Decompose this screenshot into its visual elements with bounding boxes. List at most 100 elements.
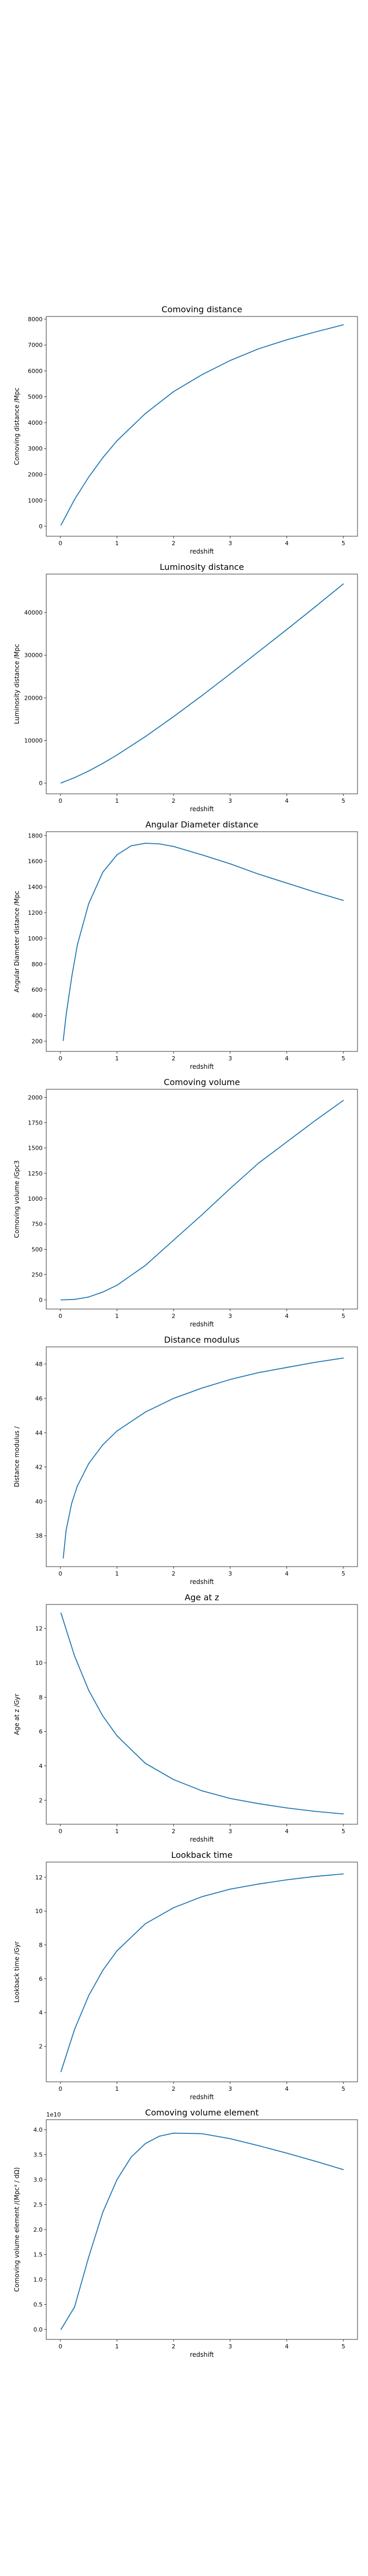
data-point <box>74 1655 75 1657</box>
data-point <box>343 900 344 901</box>
y-tick-label: 3.5 <box>34 2152 43 2159</box>
x-axis-label: redshift <box>190 805 214 813</box>
x-tick-label: 3 <box>228 2343 232 2350</box>
y-tick-label: 12 <box>35 1626 43 1632</box>
y-tick-label: 2000 <box>28 1094 43 1101</box>
y-tick-label: 10 <box>35 1908 43 1915</box>
data-point <box>74 777 75 778</box>
x-tick-label: 4 <box>285 1828 289 1835</box>
y-tick-label: 1800 <box>28 832 43 839</box>
data-point <box>343 324 344 325</box>
data-point <box>74 2306 75 2307</box>
data-point <box>145 2143 146 2144</box>
data-point <box>74 499 75 500</box>
data-point <box>88 1463 89 1464</box>
data-point <box>63 1558 64 1559</box>
data-point <box>71 1502 73 1504</box>
x-tick-label: 4 <box>285 798 289 804</box>
x-tick-label: 0 <box>58 798 62 804</box>
x-tick-label: 2 <box>172 1313 176 1320</box>
y-tick-label: 8 <box>39 1942 43 1949</box>
chart-title: Age at z <box>185 1592 219 1602</box>
data-point <box>343 2169 344 2170</box>
data-point <box>343 1814 344 1815</box>
series-line <box>61 1613 343 1814</box>
y-tick-label: 30000 <box>24 652 43 659</box>
data-point <box>201 695 202 696</box>
y-axis-label: Distance modulus / <box>13 1426 21 1487</box>
data-point <box>201 2133 202 2134</box>
x-tick-label: 5 <box>342 2086 345 2092</box>
data-point <box>103 1444 104 1445</box>
data-point <box>74 2029 75 2030</box>
data-point <box>173 1779 174 1780</box>
data-point <box>60 1612 62 1613</box>
data-point <box>343 1874 344 1875</box>
y-tick-label: 4 <box>39 2009 43 2016</box>
data-point <box>287 1367 288 1368</box>
data-point <box>88 903 89 904</box>
x-tick-label: 5 <box>342 1570 345 1577</box>
x-tick-label: 0 <box>58 2343 62 2350</box>
x-tick-label: 1 <box>115 540 119 547</box>
data-point <box>159 843 160 844</box>
x-tick-label: 0 <box>58 1570 62 1577</box>
data-point <box>314 332 315 333</box>
data-point <box>287 883 288 884</box>
y-axis-label: Comoving volume element /(Mpc³ / dΩ) <box>13 2167 21 2292</box>
data-point <box>145 1923 146 1924</box>
y-tick-label: 40000 <box>24 609 43 616</box>
series-line <box>61 2133 343 2329</box>
data-point <box>117 441 118 442</box>
data-point <box>173 846 174 847</box>
series-line <box>61 325 343 525</box>
data-point <box>63 1040 64 1041</box>
data-point <box>60 2071 62 2072</box>
chart-panel-8: Comoving volume element 0 1 2 3 4 5 0.0 0.5 1.0 1.… <box>13 2108 357 2358</box>
chart-panel-2: Luminosity distance 0 1 2 3 4 5 0 10000 20000 3000… <box>13 562 357 813</box>
data-point <box>287 1807 288 1808</box>
y-tick-label: 1.0 <box>34 2276 43 2283</box>
y-tick-label: 6 <box>39 1976 43 1982</box>
data-point <box>173 1240 174 1241</box>
series-line <box>61 584 343 783</box>
data-point <box>145 1412 146 1413</box>
chart-title: Angular Diameter distance <box>146 820 259 830</box>
x-tick-label: 4 <box>285 2343 289 2350</box>
y-axis-label: Comoving volume /Gpc3 <box>13 1160 21 1238</box>
data-point <box>230 1798 231 1799</box>
x-tick-label: 3 <box>228 1055 232 1062</box>
data-point <box>103 1715 104 1716</box>
y-tick-label: 20000 <box>24 694 43 701</box>
x-tick-label: 2 <box>172 540 176 547</box>
data-point <box>77 1486 78 1487</box>
data-point <box>314 892 315 893</box>
y-tick-label: 1.5 <box>34 2252 43 2258</box>
data-point <box>258 1884 259 1885</box>
x-tick-label: 1 <box>115 1313 119 1320</box>
y-tick-label: 2.0 <box>34 2226 43 2233</box>
x-tick-label: 5 <box>342 2343 345 2350</box>
y-tick-label: 250 <box>32 1272 43 1279</box>
data-point <box>103 763 104 764</box>
data-point <box>201 1214 202 1215</box>
data-point <box>173 391 174 392</box>
x-tick-label: 1 <box>115 1570 119 1577</box>
x-axis-label: redshift <box>190 1063 214 1070</box>
series-line <box>61 1100 343 1300</box>
y-axis-label: Angular Diameter distance /Mpc <box>13 891 21 993</box>
data-point <box>258 1372 259 1373</box>
data-point <box>145 1763 146 1764</box>
y-axis-label: Lookback time /Gyr <box>13 1941 21 2003</box>
chart-title: Comoving volume element <box>145 2108 259 2118</box>
y-tick-label: 0 <box>39 523 43 530</box>
data-point <box>314 1811 315 1812</box>
axes-frame <box>46 574 357 794</box>
data-point <box>60 1300 62 1301</box>
x-tick-label: 4 <box>285 1570 289 1577</box>
data-point <box>66 1015 67 1016</box>
data-point <box>145 413 146 414</box>
y-tick-label: 1600 <box>28 858 43 865</box>
data-point <box>287 2153 288 2154</box>
